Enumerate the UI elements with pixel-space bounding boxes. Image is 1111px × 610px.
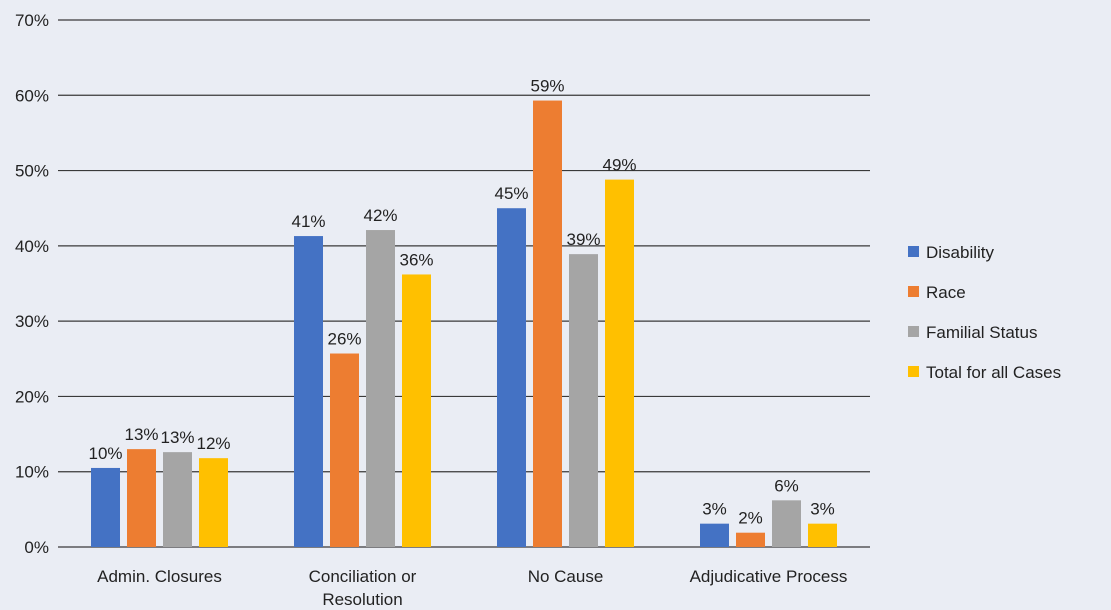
- category-label-line: No Cause: [528, 567, 604, 586]
- data-label: 49%: [602, 156, 636, 175]
- category-label: Conciliation or Resolution: [309, 567, 417, 609]
- legend: Disability Race Familial Status Total for a…: [908, 243, 1061, 382]
- category-label-line: Conciliation or: [309, 567, 417, 586]
- bar-race: [127, 449, 156, 547]
- data-label: 2%: [738, 509, 763, 528]
- y-tick-label: 0%: [24, 538, 49, 557]
- bar-race: [533, 100, 562, 547]
- legend-swatch: [908, 366, 919, 377]
- category-label-line: Adjudicative Process: [690, 567, 848, 586]
- legend-label: Familial Status: [926, 323, 1037, 342]
- data-label: 42%: [363, 206, 397, 225]
- bar-familial-status: [772, 500, 801, 547]
- bar-disability: [700, 523, 729, 547]
- legend-label: Disability: [926, 243, 995, 262]
- legend-swatch: [908, 286, 919, 297]
- bar-race: [736, 532, 765, 547]
- legend-swatch: [908, 246, 919, 257]
- data-label: 12%: [196, 434, 230, 453]
- bar-total-for-all-cases: [808, 523, 837, 547]
- category-labels: Admin. Closures Conciliation or Resolution…: [97, 567, 847, 609]
- legend-label: Race: [926, 283, 966, 302]
- bar-total-for-all-cases: [605, 179, 634, 547]
- bar-total-for-all-cases: [402, 274, 431, 547]
- y-tick-label: 20%: [15, 387, 49, 406]
- data-label: 39%: [566, 230, 600, 249]
- bar-disability: [497, 208, 526, 547]
- category-label: No Cause: [528, 567, 604, 586]
- data-label: 6%: [774, 476, 799, 495]
- data-label: 45%: [494, 184, 528, 203]
- y-axis-ticks: 0% 10% 20% 30% 40% 50% 60% 70%: [15, 11, 49, 557]
- data-label: 41%: [291, 212, 325, 231]
- legend-label: Total for all Cases: [926, 363, 1061, 382]
- bars: [91, 100, 837, 548]
- data-label: 26%: [327, 330, 361, 349]
- data-label: 13%: [124, 425, 158, 444]
- category-label: Adjudicative Process: [690, 567, 848, 586]
- data-labels: 10%13% 13% 12%41%26%42%36%45%59%39%49%3% 2%…: [88, 77, 834, 528]
- bar-disability: [294, 236, 323, 547]
- data-label: 13%: [160, 428, 194, 447]
- bar-familial-status: [569, 254, 598, 548]
- category-label-line: Resolution: [322, 590, 402, 609]
- data-label: 59%: [530, 77, 564, 96]
- y-tick-label: 50%: [15, 162, 49, 181]
- data-label: 10%: [88, 444, 122, 463]
- bar-race: [330, 353, 359, 547]
- bar-disability: [91, 467, 120, 547]
- y-tick-label: 70%: [15, 11, 49, 30]
- bar-familial-status: [366, 230, 395, 547]
- category-label-line: Admin. Closures: [97, 567, 222, 586]
- y-tick-label: 40%: [15, 237, 49, 256]
- y-tick-label: 30%: [15, 312, 49, 331]
- data-label: 36%: [399, 250, 433, 269]
- bar-familial-status: [163, 452, 192, 547]
- y-tick-label: 10%: [15, 463, 49, 482]
- y-tick-label: 60%: [15, 86, 49, 105]
- legend-swatch: [908, 326, 919, 337]
- bar-total-for-all-cases: [199, 458, 228, 547]
- category-label: Admin. Closures: [97, 567, 222, 586]
- gridlines: [58, 19, 870, 548]
- data-label: 3%: [702, 500, 727, 519]
- data-label: 3%: [810, 500, 835, 519]
